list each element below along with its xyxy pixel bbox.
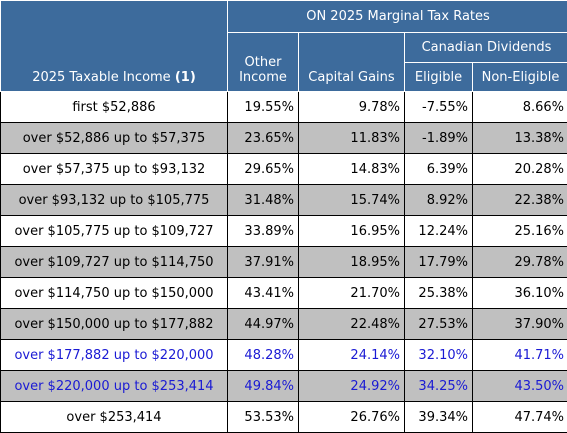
capital-gains-rate: 9.78% <box>299 92 405 123</box>
income-bracket: over $150,000 up to $177,882 <box>1 309 228 340</box>
eligible-dividend-rate: 6.39% <box>405 154 473 185</box>
taxable-income-header: 2025 Taxable Income (1) <box>1 1 228 92</box>
eligible-dividend-rate: -1.89% <box>405 123 473 154</box>
income-bracket: over $109,727 up to $114,750 <box>1 247 228 278</box>
other-income-rate: 23.65% <box>228 123 299 154</box>
capital-gains-header: Capital Gains <box>299 33 405 92</box>
income-bracket: over $57,375 up to $93,132 <box>1 154 228 185</box>
non-eligible-dividend-rate: 37.90% <box>473 309 567 340</box>
eligible-dividend-rate: 8.92% <box>405 185 473 216</box>
other-income-rate: 19.55% <box>228 92 299 123</box>
capital-gains-rate: 24.14% <box>299 340 405 371</box>
eligible-header: Eligible <box>405 63 473 92</box>
income-bracket: over $105,775 up to $109,727 <box>1 216 228 247</box>
other-income-header: Other Income <box>228 33 299 92</box>
income-bracket: over $177,882 up to $220,000 <box>1 340 228 371</box>
eligible-dividend-rate: 17.79% <box>405 247 473 278</box>
income-bracket: over $114,750 up to $150,000 <box>1 278 228 309</box>
table-row: over $52,886 up to $57,375 23.65% 11.83%… <box>1 123 567 154</box>
table-row: over $105,775 up to $109,727 33.89% 16.9… <box>1 216 567 247</box>
capital-gains-rate: 11.83% <box>299 123 405 154</box>
footnote-marker: (1) <box>175 70 196 85</box>
other-income-rate: 43.41% <box>228 278 299 309</box>
table-row: first $52,886 19.55% 9.78% -7.55% 8.66% <box>1 92 567 123</box>
non-eligible-dividend-rate: 36.10% <box>473 278 567 309</box>
capital-gains-rate: 14.83% <box>299 154 405 185</box>
eligible-dividend-rate: 12.24% <box>405 216 473 247</box>
capital-gains-rate: 16.95% <box>299 216 405 247</box>
non-eligible-dividend-rate: 25.16% <box>473 216 567 247</box>
other-income-rate: 31.48% <box>228 185 299 216</box>
income-bracket: over $93,132 up to $105,775 <box>1 185 228 216</box>
non-eligible-header: Non-Eligible <box>473 63 567 92</box>
other-income-rate: 33.89% <box>228 216 299 247</box>
table-row: over $109,727 up to $114,750 37.91% 18.9… <box>1 247 567 278</box>
eligible-dividend-rate: 34.25% <box>405 371 473 402</box>
income-bracket: first $52,886 <box>1 92 228 123</box>
eligible-dividend-rate: 25.38% <box>405 278 473 309</box>
taxable-income-label: 2025 Taxable Income <box>32 70 170 85</box>
table-row: over $114,750 up to $150,000 43.41% 21.7… <box>1 278 567 309</box>
table-row: over $150,000 up to $177,882 44.97% 22.4… <box>1 309 567 340</box>
non-eligible-dividend-rate: 8.66% <box>473 92 567 123</box>
capital-gains-rate: 24.92% <box>299 371 405 402</box>
other-income-rate: 48.28% <box>228 340 299 371</box>
eligible-dividend-rate: 32.10% <box>405 340 473 371</box>
other-income-rate: 37.91% <box>228 247 299 278</box>
non-eligible-dividend-rate: 41.71% <box>473 340 567 371</box>
eligible-dividend-rate: 27.53% <box>405 309 473 340</box>
table-title: ON 2025 Marginal Tax Rates <box>228 1 567 33</box>
table-row: over $220,000 up to $253,414 49.84% 24.9… <box>1 371 567 402</box>
table-row: over $93,132 up to $105,775 31.48% 15.74… <box>1 185 567 216</box>
capital-gains-rate: 21.70% <box>299 278 405 309</box>
table-row: over $57,375 up to $93,132 29.65% 14.83%… <box>1 154 567 185</box>
table-row: over $177,882 up to $220,000 48.28% 24.1… <box>1 340 567 371</box>
other-income-rate: 49.84% <box>228 371 299 402</box>
non-eligible-dividend-rate: 13.38% <box>473 123 567 154</box>
capital-gains-rate: 18.95% <box>299 247 405 278</box>
capital-gains-rate: 22.48% <box>299 309 405 340</box>
other-income-rate: 29.65% <box>228 154 299 185</box>
income-bracket: over $52,886 up to $57,375 <box>1 123 228 154</box>
non-eligible-dividend-rate: 22.38% <box>473 185 567 216</box>
capital-gains-rate: 15.74% <box>299 185 405 216</box>
non-eligible-dividend-rate: 29.78% <box>473 247 567 278</box>
canadian-dividends-header: Canadian Dividends <box>405 33 567 63</box>
other-income-rate: 44.97% <box>228 309 299 340</box>
eligible-dividend-rate: -7.55% <box>405 92 473 123</box>
income-bracket: over $220,000 up to $253,414 <box>1 371 228 402</box>
non-eligible-dividend-rate: 20.28% <box>473 154 567 185</box>
non-eligible-dividend-rate: 43.50% <box>473 371 567 402</box>
